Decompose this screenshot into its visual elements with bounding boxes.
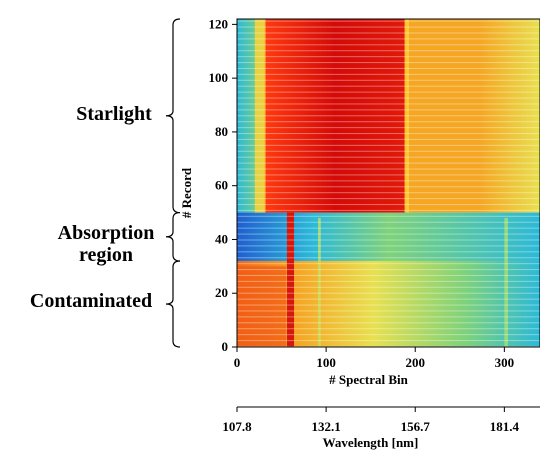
heatmap-scanline	[237, 292, 540, 294]
plot-border	[236, 18, 540, 348]
heatmap-scanline	[237, 67, 540, 70]
y-tick-label: 100	[209, 70, 229, 85]
secondary-x-tick-label: 132.1	[311, 419, 340, 434]
x-tick-label: 300	[495, 355, 515, 370]
heatmap-region-absorption	[237, 212, 540, 261]
heatmap-scanline	[237, 26, 540, 28]
x-tick-label: 0	[234, 355, 241, 370]
heatmap-scanline	[237, 121, 540, 123]
heatmap-scanline	[237, 97, 540, 99]
heatmap-scanline	[237, 162, 540, 164]
heatmap-scanline	[237, 180, 540, 182]
heatmap-faint-line	[504, 217, 508, 347]
heatmap-scanline	[237, 109, 540, 111]
heatmap-scanline	[237, 251, 540, 253]
heatmap-scanline	[237, 32, 540, 34]
heatmap-scanline	[237, 103, 540, 105]
y-tick-label: 60	[215, 178, 228, 193]
secondary-x-tick-label: 156.7	[401, 419, 431, 434]
heatmap-scanline	[237, 215, 540, 217]
heatmap-scanline	[237, 138, 540, 140]
heatmap-scanline	[237, 209, 540, 211]
heatmap-strong-line	[286, 212, 295, 347]
heatmap-scanline	[237, 62, 540, 64]
heatmap-scanline	[237, 56, 540, 58]
heatmap-scanline	[237, 203, 540, 206]
heatmap-scanline	[237, 328, 540, 330]
heatmap-band-line	[404, 19, 409, 213]
heatmap-scanline	[237, 257, 540, 259]
heatmap-scanline	[237, 245, 540, 247]
heatmap-scanline	[237, 20, 540, 22]
absorption-brace	[165, 211, 181, 262]
heatmap-scanline	[237, 304, 540, 306]
heatmap-scanline	[237, 156, 540, 158]
heatmap-scanline	[237, 280, 540, 282]
y-tick-label: 0	[222, 339, 229, 354]
heatmap-scanline	[237, 274, 540, 277]
heatmap-scanline	[237, 239, 540, 241]
heatmap-faint-line	[318, 217, 321, 347]
heatmap-scanline	[237, 150, 540, 152]
y-tick-label: 120	[209, 16, 229, 31]
heatmap-scanline	[237, 144, 540, 146]
heatmap-scanline	[237, 233, 540, 235]
heatmap-intense-band	[263, 19, 407, 213]
heatmap-scanline	[237, 322, 540, 324]
secondary-x-tick-label: 107.8	[222, 419, 252, 434]
heatmap-scanline	[237, 286, 540, 288]
secondary-x-tick-label: 181.4	[490, 419, 520, 434]
contaminated-brace	[165, 260, 181, 348]
starlight-label: Starlight	[76, 103, 152, 125]
heatmap-scanline	[237, 79, 540, 81]
heatmap-scanline	[237, 50, 540, 52]
heatmap-scanline	[237, 168, 540, 170]
heatmap-low-left	[237, 266, 287, 347]
x-axis-label: # Spectral Bin	[329, 372, 408, 387]
y-tick-label: 20	[215, 285, 228, 300]
y-tick-label: 80	[215, 124, 228, 139]
heatmap-scanline	[237, 263, 540, 265]
heatmap-scanline	[237, 115, 540, 117]
heatmap-scanline	[237, 174, 540, 176]
heatmap-scanline	[237, 345, 540, 347]
secondary-axis-label: Wavelength [nm]	[323, 435, 419, 450]
heatmap-scanline	[237, 38, 540, 40]
x-tick-label: 100	[316, 355, 336, 370]
heatmap-scanline	[237, 340, 540, 342]
heatmap-scanline	[237, 298, 540, 300]
heatmap-scanline	[237, 73, 540, 75]
heatmap-scanline	[237, 227, 540, 229]
contaminated-label: Contaminated	[29, 290, 153, 312]
heatmap-scanline	[237, 186, 540, 188]
heatmap-scanline	[237, 310, 540, 312]
heatmap-scanline	[237, 85, 540, 87]
heatmap-scanline	[237, 127, 540, 129]
heatmap-scanline	[237, 91, 540, 93]
starlight-brace	[165, 18, 181, 214]
y-tick-label: 40	[215, 231, 228, 246]
y-axis-label: # Record	[179, 167, 194, 218]
heatmap-scanline	[237, 192, 540, 194]
heatmap-scanline	[237, 269, 540, 271]
heatmap-cells	[237, 19, 540, 347]
heatmap-scanline	[237, 221, 540, 223]
heatmap-scanline	[237, 334, 540, 336]
heatmap-scanline	[237, 198, 540, 200]
heatmap-scanline	[237, 44, 540, 46]
heatmap-scanline	[237, 132, 540, 135]
heatmap-band-edge	[254, 19, 266, 213]
absorption-region-label: Absorption region	[57, 222, 155, 266]
heatmap-scanline	[237, 316, 540, 318]
x-tick-label: 200	[405, 355, 425, 370]
